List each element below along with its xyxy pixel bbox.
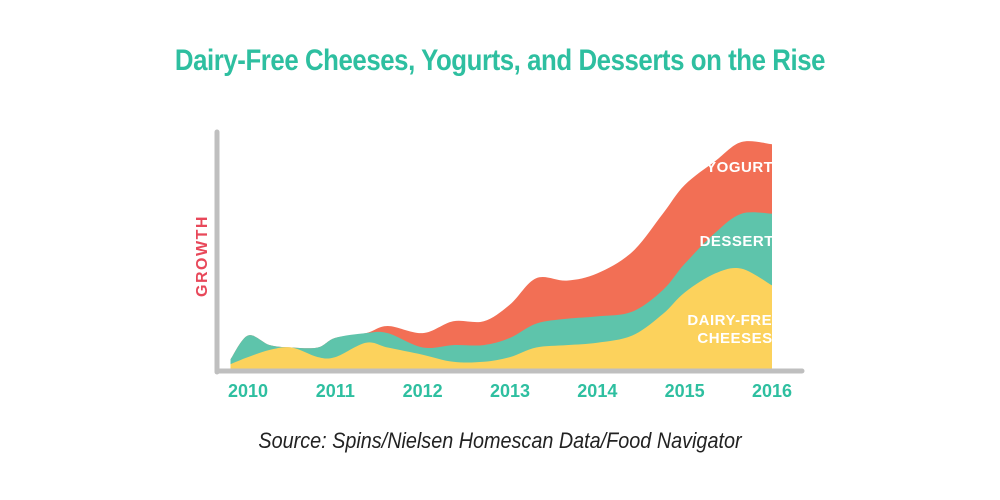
x-tick-label-2010: 2010	[228, 381, 268, 401]
x-tick-label-2011: 2011	[316, 381, 355, 401]
y-axis-label: GROWTH	[194, 215, 211, 297]
chart-title: Dairy-Free Cheeses, Yogurts, and Dessert…	[174, 44, 826, 77]
series-label-yogurts: YOGURTS	[706, 159, 784, 176]
x-tick-label-2014: 2014	[577, 381, 617, 401]
area-layers	[230, 141, 772, 369]
source-note: Source: Spins/Nielsen Homescan Data/Food…	[258, 428, 742, 453]
series-label-desserts: DESSERTS	[700, 233, 785, 250]
x-tick-labels: 2010 2011 2012 2013 2014 2015 2016	[228, 381, 792, 401]
x-tick-label-2012: 2012	[403, 381, 443, 401]
x-tick-label-2016: 2016	[752, 381, 792, 401]
series-label-cheeses-line2: CHEESES	[697, 330, 772, 347]
x-tick-label-2013: 2013	[490, 381, 530, 401]
series-label-cheeses-line1: DAIRY-FREE	[687, 312, 782, 329]
x-tick-label-2015: 2015	[665, 381, 705, 401]
area-series-desserts	[230, 212, 772, 369]
area-series-dairy-free-cheeses	[230, 267, 772, 369]
